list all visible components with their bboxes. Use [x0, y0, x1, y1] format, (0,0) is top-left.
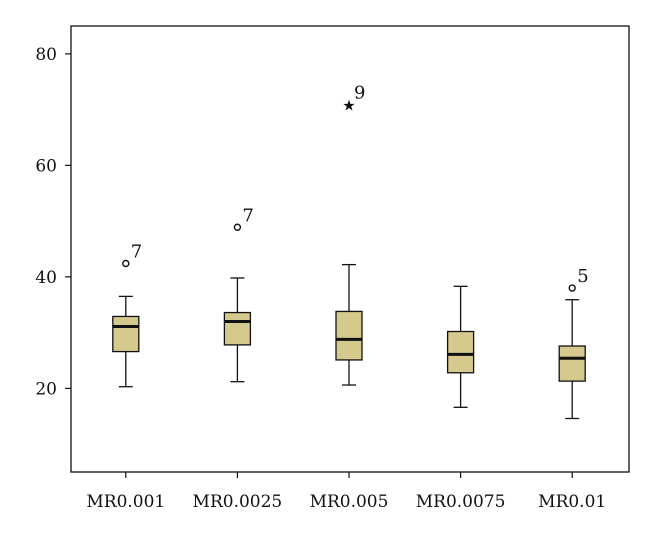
- box-group: 7: [112, 241, 142, 388]
- y-tick-label: 20: [35, 379, 57, 399]
- outlier-label: 9: [354, 83, 365, 104]
- iqr-box: [112, 315, 140, 353]
- outlier-circle-marker: [233, 223, 242, 231]
- outlier-circle-marker: [568, 284, 576, 292]
- x-tick-label: MR0.001: [86, 492, 165, 512]
- box-group: ★9: [335, 83, 365, 386]
- x-tick-label: MR0.0075: [416, 492, 506, 512]
- x-tick-label: MR0.0025: [193, 492, 283, 512]
- y-tick-label: 40: [35, 268, 57, 288]
- outlier-star-marker: ★: [342, 97, 355, 115]
- outlier-label: 7: [131, 241, 142, 262]
- boxes-layer: 7 7 ★9 5: [112, 83, 589, 420]
- outlier-circle-marker: [122, 259, 130, 268]
- box-group: 5: [558, 266, 589, 420]
- y-tick-label: 80: [35, 45, 57, 65]
- iqr-box: [446, 330, 475, 374]
- x-tick-label: MR0.005: [310, 492, 389, 512]
- outlier-label: 5: [577, 266, 588, 287]
- iqr-box: [223, 311, 252, 346]
- outlier-label: 7: [242, 205, 253, 226]
- box-group: [446, 285, 475, 408]
- iqr-box: [335, 310, 363, 361]
- y-tick-label: 60: [35, 156, 57, 176]
- box-group: 7: [223, 205, 254, 383]
- iqr-box: [558, 345, 586, 382]
- y-axis: 20 40 60 80: [35, 45, 71, 399]
- plot-frame: [70, 25, 630, 473]
- x-tick-label: MR0.01: [538, 492, 606, 512]
- x-axis: MR0.001 MR0.0025 MR0.005 MR0.0075 MR0.01: [86, 472, 606, 512]
